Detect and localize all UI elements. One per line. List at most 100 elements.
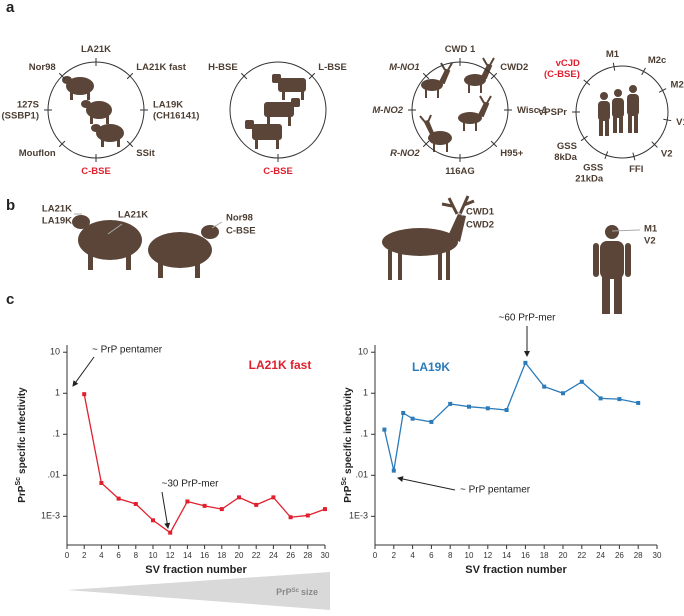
panel-label: b bbox=[6, 197, 15, 214]
strain-label: C-BSE bbox=[81, 166, 111, 177]
y-axis-title-part: specific infectivity bbox=[17, 387, 28, 474]
strain-label-line: C-BSE bbox=[81, 166, 111, 177]
y-axis-title-part: specific infectivity bbox=[343, 387, 354, 474]
strain-label: M1 bbox=[644, 224, 658, 235]
strain-label-line: Nor98 bbox=[29, 61, 56, 72]
strain-label: SSit bbox=[136, 148, 155, 159]
deer-icons bbox=[419, 57, 495, 152]
x-tick-label: 22 bbox=[252, 551, 261, 560]
strain-label-line: M-NO1 bbox=[389, 61, 420, 72]
x-tick-label: 6 bbox=[116, 551, 121, 560]
strain-tick bbox=[663, 118, 672, 122]
strain-label: vCJD (C-BSE) bbox=[544, 58, 580, 80]
strain-label-line: R-NO2 bbox=[390, 148, 420, 159]
strain-label-line: 8kDa bbox=[554, 151, 577, 162]
data-point bbox=[410, 416, 415, 421]
data-point bbox=[485, 406, 490, 411]
annotation: ~ PrP pentamer bbox=[92, 345, 163, 356]
data-point bbox=[305, 513, 310, 518]
data-point bbox=[202, 503, 207, 508]
strain-label: 127S (SSBP1) bbox=[2, 99, 39, 121]
strain-tick bbox=[58, 140, 66, 148]
x-tick-label: 30 bbox=[321, 551, 330, 560]
annotation: ~30 PrP-mer bbox=[162, 479, 220, 490]
data-point bbox=[636, 400, 641, 405]
data-point bbox=[448, 401, 453, 406]
x-tick-label: 14 bbox=[502, 551, 511, 560]
data-point bbox=[579, 379, 584, 384]
strain-tick bbox=[580, 135, 588, 142]
y-tick-label: 1E-3 bbox=[349, 511, 368, 521]
strain-label-line: V1 bbox=[676, 117, 684, 128]
data-point bbox=[598, 396, 603, 401]
strain-label: M-NO1 bbox=[389, 61, 420, 72]
x-tick-label: 28 bbox=[303, 551, 312, 560]
x-tick-label: 2 bbox=[392, 551, 397, 560]
strain-label: LA21K fast bbox=[136, 61, 186, 72]
y-axis-title: PrPSc specific infectivity bbox=[341, 387, 354, 503]
y-tick-label: .01 bbox=[47, 470, 60, 480]
strain-label-line: C-BSE bbox=[263, 166, 293, 177]
y-tick-label: 1 bbox=[55, 388, 60, 398]
data-point bbox=[323, 507, 327, 512]
data-point bbox=[391, 468, 396, 473]
data-point bbox=[523, 360, 528, 365]
x-tick-label: 10 bbox=[149, 551, 158, 560]
strain-label-line: SSit bbox=[136, 148, 155, 159]
x-tick-label: 28 bbox=[634, 551, 643, 560]
x-tick-label: 20 bbox=[235, 551, 244, 560]
strain-tick bbox=[612, 62, 616, 71]
strain-tick bbox=[632, 152, 636, 161]
strain-tick bbox=[126, 140, 134, 148]
strain-label: 116AG bbox=[445, 166, 475, 177]
data-point bbox=[561, 391, 565, 396]
series-label: LA19K bbox=[412, 360, 450, 374]
x-tick-label: 6 bbox=[429, 551, 434, 560]
data-point bbox=[116, 496, 121, 501]
panel-label: c bbox=[6, 291, 14, 308]
x-tick-label: 30 bbox=[653, 551, 662, 560]
size-wedge bbox=[67, 572, 330, 610]
sheep-icons bbox=[62, 76, 124, 147]
data-point bbox=[617, 397, 622, 402]
x-tick-label: 4 bbox=[410, 551, 415, 560]
y-tick-label: .1 bbox=[360, 429, 368, 439]
strain-label: M2c bbox=[648, 54, 666, 65]
x-tick-label: 18 bbox=[217, 551, 226, 560]
data-point bbox=[254, 502, 259, 507]
strain-label: VPSPr bbox=[538, 107, 567, 118]
data-point bbox=[99, 480, 104, 485]
y-tick-label: .1 bbox=[52, 429, 60, 439]
strain-label-line: GSS bbox=[557, 140, 577, 151]
data-point bbox=[219, 507, 224, 512]
strain-label: Nor98 bbox=[29, 61, 56, 72]
x-tick-label: 0 bbox=[65, 551, 70, 560]
x-tick-label: 26 bbox=[615, 551, 624, 560]
data-point bbox=[133, 501, 138, 506]
strain-label: V2 bbox=[661, 148, 673, 159]
data-point bbox=[288, 515, 293, 520]
strain-label: V1 bbox=[676, 117, 684, 128]
x-tick-label: 14 bbox=[183, 551, 192, 560]
size-label: PrPSc size bbox=[276, 587, 318, 597]
strain-label-line: LA21K bbox=[81, 44, 111, 55]
strain-label-line: 116AG bbox=[445, 166, 475, 177]
strain-label-line: LA21K fast bbox=[136, 61, 186, 72]
strain-label-line: Wisc-1 bbox=[517, 105, 548, 116]
y-axis-title-part: PrP bbox=[343, 485, 354, 503]
x-tick-label: 0 bbox=[373, 551, 378, 560]
data-point bbox=[271, 495, 276, 500]
strain-tick bbox=[604, 151, 609, 160]
strain-label: Mouflon bbox=[19, 148, 56, 159]
strain-tick bbox=[422, 72, 430, 80]
strain-label-line: LA19K bbox=[153, 99, 183, 110]
strain-label-line: GSS bbox=[583, 162, 603, 173]
x-tick-label: 26 bbox=[286, 551, 295, 560]
strain-label: M-NO2 bbox=[372, 105, 403, 116]
y-tick-label: 10 bbox=[358, 347, 368, 357]
strain-label: C-BSE bbox=[226, 226, 256, 237]
data-point bbox=[401, 411, 406, 416]
strain-tick bbox=[490, 140, 498, 148]
strain-label: M2t bbox=[671, 79, 684, 90]
